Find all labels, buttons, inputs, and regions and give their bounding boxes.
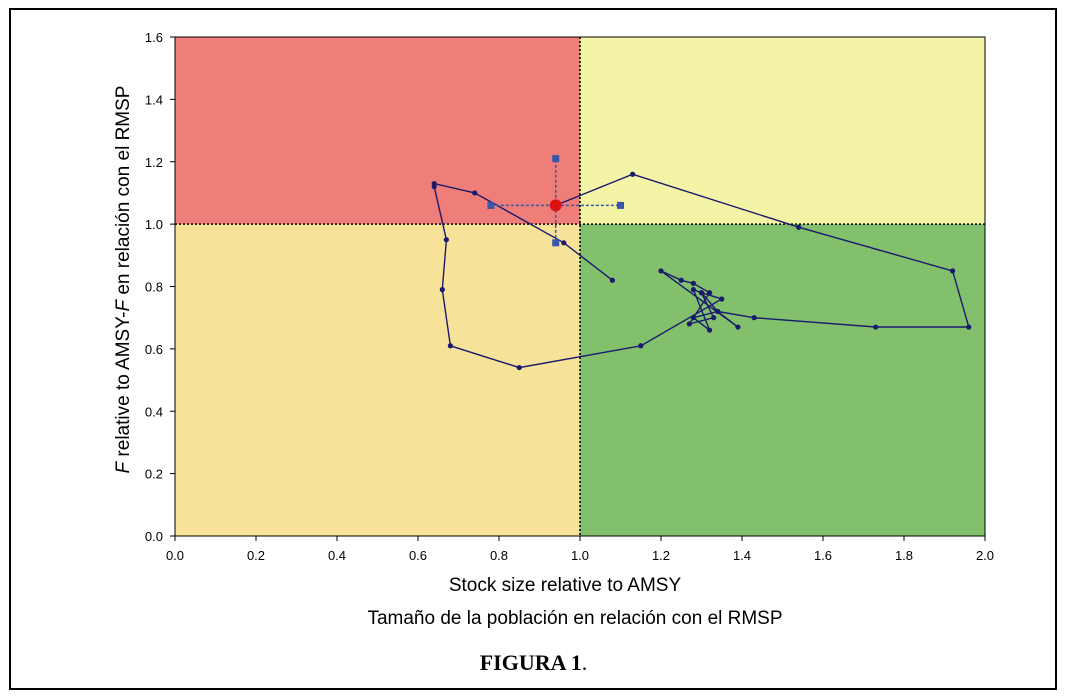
- y-tick-label: 0.6: [145, 342, 163, 357]
- figure-frame: [9, 8, 1057, 690]
- y-tick-label: 1.2: [145, 155, 163, 170]
- trajectory-point: [690, 287, 697, 293]
- trajectory-point: [966, 324, 972, 330]
- trajectory-point: [796, 224, 802, 230]
- trajectory-point: [609, 277, 616, 283]
- current-status-point: [549, 199, 562, 212]
- y-tick-label: 0.2: [145, 467, 163, 482]
- figure-caption-label: FIGURA 1: [479, 650, 582, 675]
- trajectory-line: [433, 173, 970, 369]
- y-tick-label: 1.6: [145, 30, 163, 45]
- x-tick-label: 1.6: [814, 548, 832, 563]
- trajectory-point: [707, 327, 713, 333]
- trajectory-point: [439, 287, 445, 293]
- x-axis-label-secondary: Tamaño de la población en relación con e…: [367, 608, 782, 629]
- ci-y-low-marker: [552, 239, 560, 247]
- trajectory-point: [719, 296, 725, 302]
- trajectory-point: [707, 290, 713, 296]
- trajectory-point: [658, 268, 664, 274]
- figure-caption: FIGURA 1.: [0, 650, 1067, 676]
- trajectory-point: [638, 343, 644, 349]
- y-tick-label: 1.0: [145, 217, 163, 232]
- trajectory-point: [751, 315, 757, 321]
- trajectory-point: [443, 237, 449, 243]
- trajectory-point: [735, 324, 741, 330]
- x-tick-label: 1.8: [895, 548, 913, 563]
- trajectory-point: [431, 184, 437, 190]
- ci-x-high-marker: [617, 201, 624, 209]
- x-axis-label: Stock size relative to AMSY: [449, 575, 682, 596]
- y-tick-label: 0.8: [145, 280, 163, 295]
- x-tick-label: 1.2: [652, 548, 670, 563]
- quadrant-overfishing: [580, 37, 985, 225]
- trajectory-point: [472, 190, 478, 196]
- y-tick-label: 0.4: [145, 404, 163, 419]
- x-tick-label: 1.4: [733, 548, 751, 563]
- trajectory-point: [950, 268, 956, 274]
- x-tick-label: 0.6: [409, 548, 427, 563]
- x-tick-label: 0.0: [166, 548, 184, 563]
- trajectory-point: [698, 290, 705, 296]
- figure-caption-period: .: [581, 650, 588, 675]
- trajectory-point: [690, 315, 697, 321]
- x-tick-label: 2.0: [976, 548, 994, 563]
- y-axis-label: F relative to AMSY-F en relación con el …: [113, 86, 134, 474]
- quadrant-healthy: [580, 224, 985, 536]
- x-tick-label: 0.2: [247, 548, 265, 563]
- x-tick-label: 0.8: [490, 548, 508, 563]
- trajectory-point: [678, 277, 684, 283]
- trajectory-point: [686, 321, 692, 327]
- trajectory-point: [690, 280, 697, 286]
- y-tick-label: 1.4: [145, 92, 163, 107]
- trajectory-point: [516, 364, 522, 371]
- trajectory-point: [873, 324, 879, 330]
- trajectory-point: [447, 343, 453, 349]
- trajectory-point: [711, 315, 717, 321]
- x-tick-label: 1.0: [571, 548, 589, 563]
- trajectory-point: [561, 240, 567, 246]
- y-tick-label: 0.0: [145, 529, 163, 544]
- ci-y-high-marker: [552, 155, 560, 163]
- kobe-plot: 0.0 0.2 0.4 0.6 0.8 1.0 1.2 1.4 1.6 1.8 2.0 0.0 0.2 0…: [113, 30, 994, 629]
- trajectory-point: [715, 308, 721, 315]
- trajectory-point: [630, 171, 636, 177]
- quadrant-overfished: [175, 224, 580, 536]
- quadrant-overfished-overfishing: [175, 37, 580, 225]
- ci-x-low-marker: [487, 201, 495, 209]
- x-tick-label: 0.4: [328, 548, 346, 563]
